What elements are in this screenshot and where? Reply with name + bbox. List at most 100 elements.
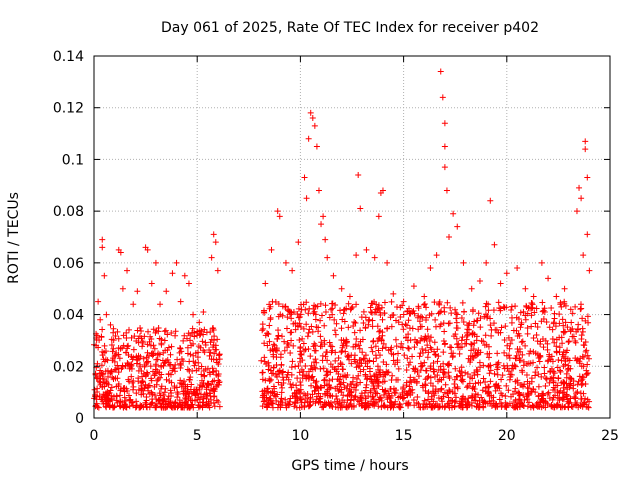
roti-point [567,306,574,313]
roti-dense-point [167,387,174,394]
roti-dense-point [477,379,484,386]
roti-point [119,285,126,292]
roti-dense-point [353,376,360,383]
roti-dense-point [536,358,543,365]
roti-dense-point [367,389,374,396]
roti-dense-point [152,404,159,411]
roti-point [305,135,312,142]
roti-dense-point [311,364,318,371]
roti-dense-point [322,353,329,360]
roti-dense-point [474,368,481,375]
roti-point [441,164,448,171]
roti-dense-point [172,361,179,368]
roti-dense-point [351,319,358,326]
roti-dense-point [458,315,465,322]
roti-dense-point [298,366,305,373]
roti-dense-point [520,391,527,398]
roti-dense-point [211,403,218,410]
roti-dense-point [380,359,387,366]
roti-point [130,301,137,308]
roti-dense-point [297,393,304,400]
roti-dense-point [442,381,449,388]
roti-dense-point [203,329,210,336]
roti-dense-point [366,316,373,323]
roti-dense-point [331,366,338,373]
roti-dense-point [191,333,198,340]
roti-dense-point [476,404,483,411]
roti-dense-point [103,380,110,387]
roti-point [97,316,104,323]
roti-dense-point [465,395,472,402]
roti-dense-point [490,307,497,314]
roti-dense-point [117,385,124,392]
roti-dense-point [533,305,540,312]
roti-dense-point [397,314,404,321]
roti-dense-point [404,308,411,315]
roti-dense-point [123,329,130,336]
roti-dense-point [496,396,503,403]
roti-dense-point [436,404,443,411]
roti-dense-point [541,305,548,312]
roti-dense-point [468,341,475,348]
roti-dense-point [405,344,412,351]
roti-dense-point [485,363,492,370]
roti-dense-point [379,316,386,323]
roti-dense-point [285,369,292,376]
roti-dense-point [405,345,412,352]
roti-dense-point [110,337,117,344]
roti-dense-point [306,402,313,409]
roti-dense-point [492,387,499,394]
roti-dense-point [337,307,344,314]
roti-dense-point [295,388,302,395]
roti-dense-point [373,370,380,377]
roti-dense-point [166,378,173,385]
roti-dense-point [353,381,360,388]
roti-dense-point [114,362,121,369]
roti-dense-point [148,377,155,384]
roti-dense-point [355,372,362,379]
roti-dense-point [296,313,303,320]
roti-dense-point [538,373,545,380]
roti-dense-point [403,400,410,407]
roti-point [446,234,453,240]
roti-point [289,267,296,274]
roti-dense-point [329,300,336,307]
roti-dense-point [550,386,557,393]
roti-dense-point [417,337,424,344]
roti-dense-point [147,333,154,340]
roti-dense-point [535,371,542,378]
roti-dense-point [456,350,463,357]
roti-dense-point [404,391,411,398]
roti-dense-point [381,310,388,317]
roti-dense-point [374,374,381,381]
roti-dense-point [404,355,411,362]
roti-dense-point [528,323,535,330]
roti-dense-point [421,300,428,307]
roti-dense-point [388,400,395,407]
roti-dense-point [178,348,185,355]
roti-dense-point [343,336,350,343]
roti-dense-point [434,378,441,385]
roti-dense-point [529,304,536,311]
roti-dense-point [190,352,197,359]
roti-dense-point [411,368,418,375]
roti-dense-point [292,363,299,370]
roti-dense-point [530,334,537,341]
roti-dense-point [138,403,145,410]
roti-dense-point [574,326,581,333]
roti-dense-point [425,349,432,356]
y-tick-label: 0.06 [53,256,84,272]
roti-dense-point [298,351,305,358]
roti-dense-point [453,335,460,342]
roti-dense-point [567,326,574,333]
roti-dense-point [516,355,523,362]
roti-dense-point [444,361,451,368]
roti-dense-point [309,373,316,380]
roti-point [346,293,353,300]
roti-point [355,171,362,178]
roti-dense-point [113,392,120,399]
roti-dense-point [194,354,201,361]
roti-dense-point [421,359,428,366]
roti-dense-point [530,359,537,366]
roti-dense-point [437,403,444,410]
